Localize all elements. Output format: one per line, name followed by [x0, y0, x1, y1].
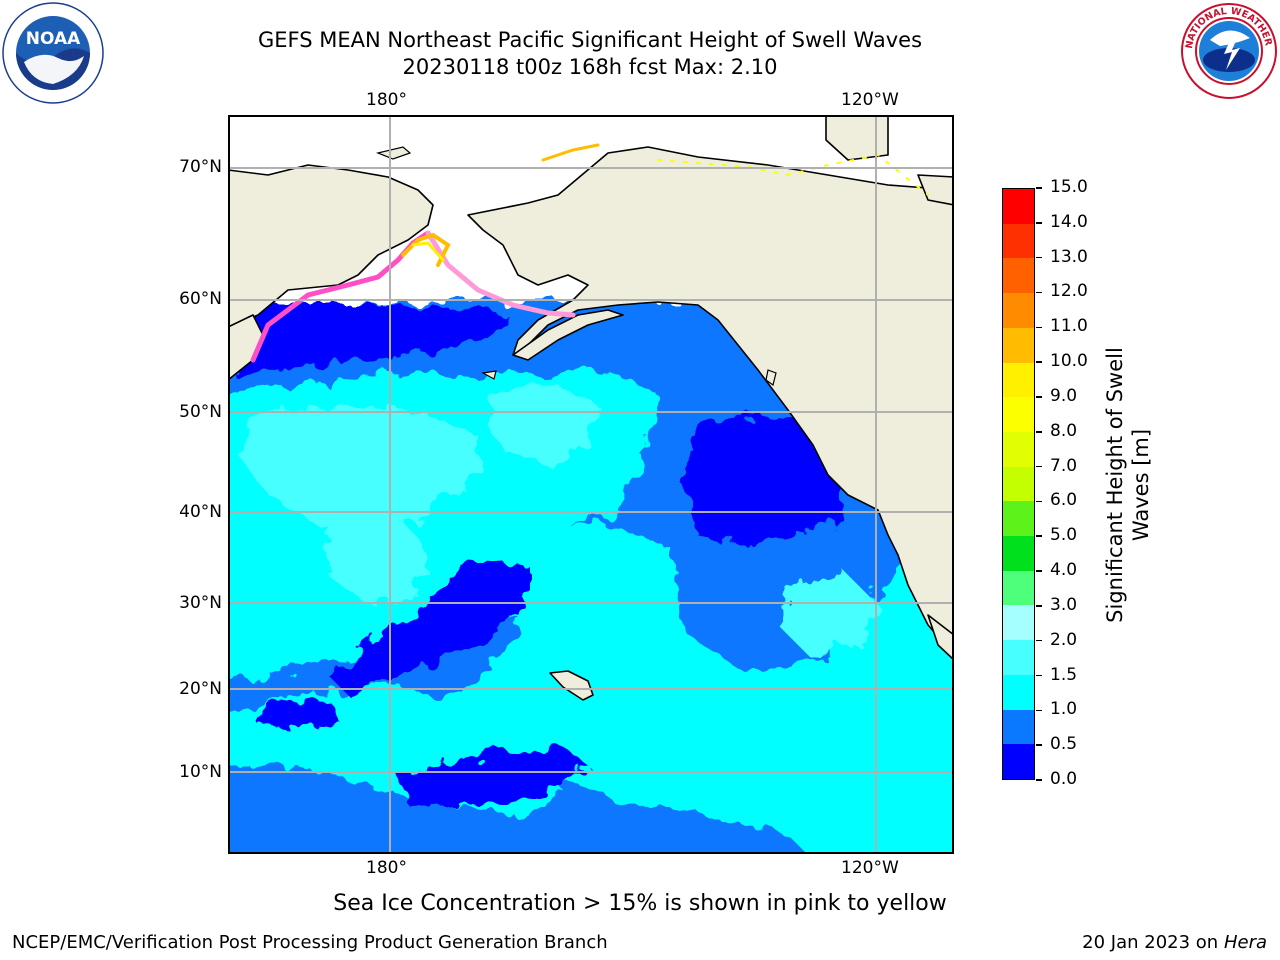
graticule	[228, 115, 954, 854]
colorbar-tick-mark	[1036, 465, 1042, 468]
colorbar-bin-7	[1003, 501, 1034, 537]
colorbar-tick-mark	[1036, 291, 1042, 294]
lat-label-20n: 20°N	[179, 679, 222, 699]
map-panel	[228, 115, 954, 854]
colorbar-bin-2	[1003, 674, 1034, 710]
colorbar-tick-label: 12.0	[1050, 281, 1088, 302]
lon-label-top-180: 180°	[366, 90, 407, 110]
colorbar-tick-label: 0.5	[1050, 734, 1078, 755]
colorbar-tick-mark	[1036, 396, 1042, 398]
colorbar-tick-label: 6.0	[1050, 490, 1078, 511]
colorbar-label-line1: Significant Height of Swell	[1103, 347, 1127, 623]
colorbar-bin-6	[1003, 536, 1034, 571]
colorbar-tick-mark	[1036, 535, 1042, 537]
sea-ice-edge	[250, 143, 929, 363]
colorbar-tick-mark	[1036, 187, 1042, 189]
colorbar-bin-9	[1003, 431, 1034, 467]
lat-label-50n: 50°N	[179, 402, 222, 422]
colorbar-tick-label: 0.0	[1050, 769, 1078, 789]
colorbar-tick-mark	[1036, 222, 1042, 224]
colorbar-label: Significant Height of Swell Waves [m]	[1102, 325, 1154, 645]
lat-label-10n: 10°N	[179, 762, 222, 782]
colorbar-tick-label: 5.0	[1050, 525, 1078, 546]
colorbar-bin-4	[1003, 605, 1034, 641]
colorbar-tick-label: 1.0	[1050, 699, 1078, 720]
colorbar-bin-8	[1003, 466, 1034, 502]
colorbar-tick-mark	[1036, 326, 1042, 329]
lat-label-30n: 30°N	[179, 593, 222, 613]
colorbar-tick-mark	[1036, 744, 1042, 746]
map-svg	[228, 115, 954, 854]
lon-label-bottom-180: 180°	[366, 858, 407, 878]
colorbar-bin-11	[1003, 362, 1034, 398]
colorbar-tick-mark	[1036, 639, 1042, 642]
colorbar-tick-mark	[1036, 779, 1042, 781]
svg-text:NOAA: NOAA	[26, 29, 81, 49]
colorbar-tick-label: 13.0	[1050, 246, 1088, 267]
colorbar-tick-label: 10.0	[1050, 351, 1088, 372]
colorbar-tick-label: 4.0	[1050, 560, 1078, 581]
colorbar-bin-3	[1003, 640, 1034, 675]
footer-credit: NCEP/EMC/Verification Post Processing Pr…	[12, 932, 608, 953]
colorbar-tick-label: 11.0	[1050, 316, 1088, 337]
lat-label-60n: 60°N	[179, 289, 222, 309]
colorbar-tick-mark	[1036, 256, 1042, 259]
colorbar-tick-mark	[1036, 709, 1042, 712]
colorbar-tick-mark	[1036, 605, 1042, 607]
colorbar-tick-label: 14.0	[1050, 211, 1088, 232]
sea-ice-caption: Sea Ice Concentration > 15% is shown in …	[333, 891, 947, 916]
colorbar-tick-mark	[1036, 570, 1042, 572]
chart-title-line1: GEFS MEAN Northeast Pacific Significant …	[257, 28, 923, 52]
lat-label-70n: 70°N	[179, 157, 222, 177]
chart-title-line2: 20230118 t00z 168h fcst Max: 2.10	[402, 55, 778, 79]
colorbar-tick-label: 3.0	[1050, 594, 1078, 615]
land	[228, 115, 954, 701]
colorbar-bin-14	[1003, 258, 1034, 294]
map-frame	[228, 115, 954, 854]
colorbar-tick-mark	[1036, 500, 1042, 503]
colorbar-tick-mark	[1036, 361, 1042, 363]
colorbar-tick-label: 2.0	[1050, 629, 1078, 650]
islands	[376, 146, 777, 387]
colorbar-label-line2: Waves [m]	[1129, 428, 1153, 542]
colorbar-bin-13	[1003, 293, 1034, 328]
colorbar	[1002, 188, 1035, 780]
lon-label-bottom-120w: 120°W	[841, 858, 899, 878]
colorbar-bin-10	[1003, 397, 1034, 432]
footer-host: Hera	[1223, 932, 1267, 953]
colorbar-tick-label: 15.0	[1050, 177, 1088, 197]
colorbar-bin-5	[1003, 570, 1034, 606]
lon-label-top-120w: 120°W	[841, 90, 899, 110]
colorbar-tick-mark	[1036, 674, 1042, 677]
colorbar-bin-16	[1003, 189, 1034, 224]
nws-logo-icon: NATIONAL WEATHER SERVICE	[1176, 0, 1278, 100]
colorbar-ticks: 15.0 14.0 13.0 12.0 11.0 10.0 9.0 8.0 7.0 6.0 5.0 4…	[1036, 177, 1116, 789]
colorbar-tick-mark	[1036, 431, 1042, 433]
colorbar-bin-12	[1003, 327, 1034, 363]
colorbar-tick-label: 1.5	[1050, 664, 1078, 685]
colorbar-bin-0	[1003, 744, 1034, 779]
lat-label-40n: 40°N	[179, 502, 222, 522]
colorbar-bin-15	[1003, 223, 1034, 259]
colorbar-tick-label: 7.0	[1050, 455, 1078, 476]
colorbar-bin-1	[1003, 709, 1034, 745]
footer-date: 20 Jan 2023 on Hera	[1082, 932, 1267, 953]
footer-date-text: 20 Jan 2023 on	[1082, 932, 1224, 953]
noaa-logo-icon: NOAA	[2, 2, 104, 104]
colorbar-tick-label: 9.0	[1050, 385, 1078, 406]
colorbar-tick-label: 8.0	[1050, 420, 1078, 441]
